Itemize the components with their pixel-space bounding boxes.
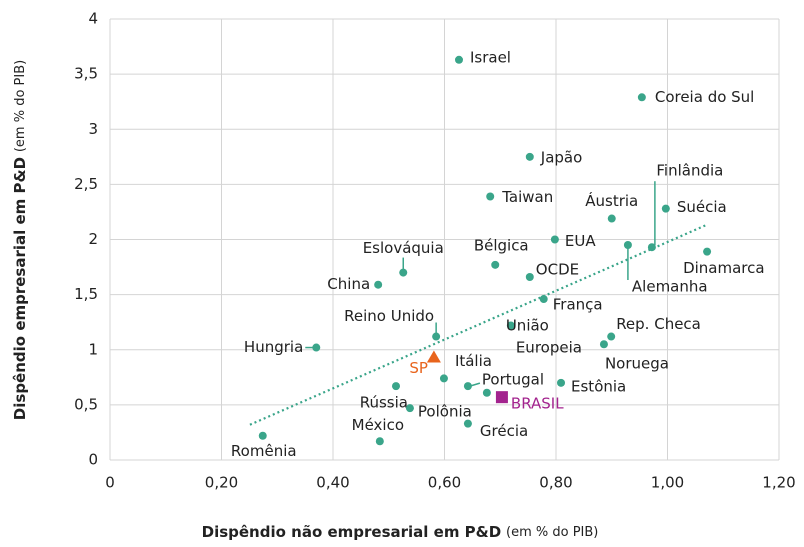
point-label: União Europeia <box>506 316 582 356</box>
x-axis-label: Dispêndio não empresarial em P&D <box>202 523 502 541</box>
point <box>550 235 559 244</box>
x-tick-label: 1,00 <box>651 474 684 492</box>
y-tick-label: 0 <box>88 451 98 469</box>
point-label: Alemanha <box>632 278 708 296</box>
point-label: Estônia <box>571 377 626 395</box>
point <box>463 382 472 391</box>
point <box>637 93 646 102</box>
point <box>375 437 384 446</box>
point-label: Bélgica <box>474 236 529 254</box>
point <box>374 280 383 289</box>
point-label: Israel <box>470 48 511 66</box>
point <box>432 332 441 341</box>
point <box>525 272 534 281</box>
point-label: Hungria <box>244 338 303 356</box>
point-label: Suécia <box>677 198 727 216</box>
point <box>491 260 500 269</box>
point-label: Finlândia <box>656 162 723 180</box>
point-label: OCDE <box>536 260 579 278</box>
point-label: França <box>553 296 603 314</box>
point <box>463 419 472 428</box>
point <box>391 382 400 391</box>
point-label: Noruega <box>605 355 669 373</box>
point-label: Reino Unido <box>344 307 434 325</box>
point <box>312 343 321 352</box>
y-tick-label: 0,5 <box>74 395 98 413</box>
y-tick-label: 3,5 <box>74 65 98 83</box>
x-axis-note: (em % do PIB) <box>506 525 598 540</box>
y-axis-title: Dispêndio empresarial em P&D (em % do PI… <box>11 60 29 420</box>
point <box>599 340 608 349</box>
point-label: Rep. Checa <box>616 315 701 333</box>
point-label: Portugal <box>482 371 544 389</box>
point-label: Grécia <box>480 422 528 440</box>
point-label: Japão <box>540 148 583 166</box>
point-label: EUA <box>565 232 596 250</box>
point <box>399 268 408 277</box>
y-axis-label: Dispêndio empresarial em P&D <box>11 157 29 420</box>
point-label: Taiwan <box>501 188 553 206</box>
highlight-label: SP <box>409 359 428 377</box>
point <box>647 243 656 252</box>
point-label: Rússia <box>360 394 408 412</box>
point <box>486 192 495 201</box>
point <box>539 295 548 304</box>
highlight-label: BRASIL <box>511 395 564 413</box>
y-tick-label: 1,5 <box>74 285 98 303</box>
point-label: México <box>352 416 404 434</box>
y-tick-label: 4 <box>88 10 98 28</box>
point <box>623 241 632 250</box>
point-label: Romênia <box>231 442 297 460</box>
x-tick-label: 0,20 <box>205 474 238 492</box>
x-tick-label: 0,60 <box>428 474 461 492</box>
point <box>525 152 534 161</box>
point-label: Eslováquia <box>363 239 444 257</box>
x-tick-label: 1,20 <box>762 474 795 492</box>
point <box>607 214 616 223</box>
point <box>482 388 491 397</box>
point-label: Coreia do Sul <box>655 88 755 106</box>
point <box>258 431 267 440</box>
point <box>661 204 670 213</box>
point-label: Dinamarca <box>683 259 765 277</box>
point <box>557 378 566 387</box>
point-label: Polônia <box>418 403 472 421</box>
point-label: Áustria <box>585 191 638 210</box>
x-axis-title: Dispêndio não empresarial em P&D (em % d… <box>202 523 599 541</box>
point <box>506 321 515 330</box>
point <box>454 55 463 64</box>
point <box>405 404 414 413</box>
x-tick-label: 0,40 <box>316 474 349 492</box>
y-tick-label: 2 <box>88 230 98 248</box>
highlight-point <box>426 350 441 363</box>
point <box>439 374 448 383</box>
y-tick-label: 1 <box>88 340 98 358</box>
point-label: China <box>327 275 370 293</box>
x-tick-label: 0,80 <box>539 474 572 492</box>
point <box>607 332 616 341</box>
x-tick-label: 0 <box>105 474 115 492</box>
y-tick-label: 3 <box>88 120 98 138</box>
point-label: Itália <box>455 352 492 370</box>
y-tick-label: 2,5 <box>74 175 98 193</box>
y-axis-note: (em % do PIB) <box>13 60 28 152</box>
point <box>703 247 712 256</box>
highlight-point <box>495 391 508 404</box>
